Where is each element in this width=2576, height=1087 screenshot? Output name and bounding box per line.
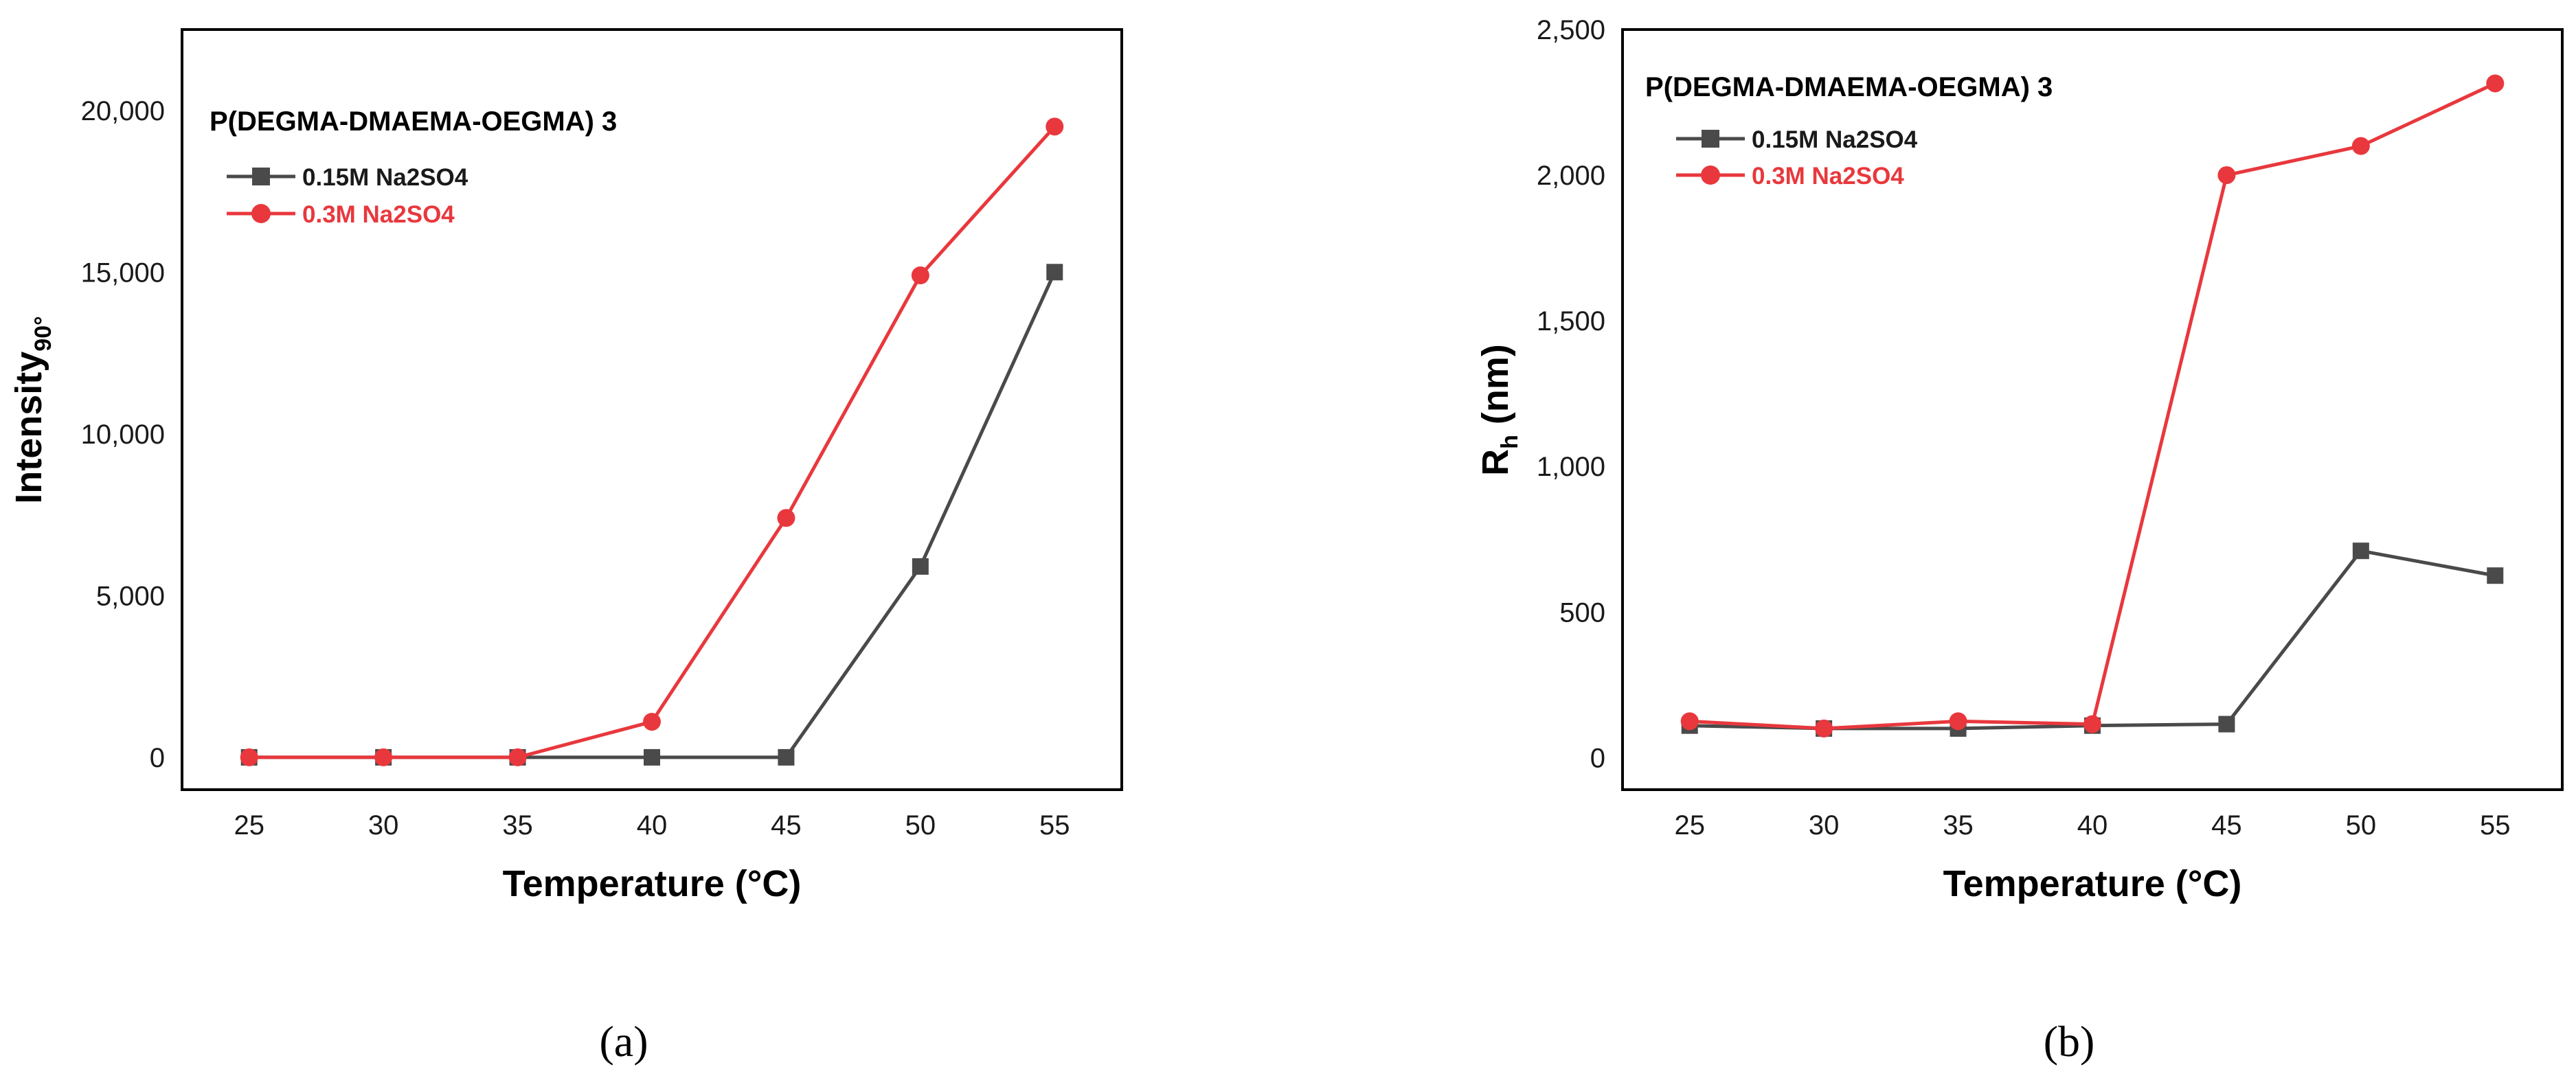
data-point-square (1046, 264, 1063, 281)
y-tick-label: 1,500 (1537, 306, 1605, 336)
panel-b-caption: (b) (2044, 1017, 2095, 1066)
legend-b: 0.15M Na2SO4 0.3M Na2SO4 (1676, 126, 1918, 190)
legend-b-marker-2 (1701, 165, 1720, 185)
legend-b-label-2: 0.3M Na2SO4 (1752, 163, 1904, 190)
y-axis-title-b: Rh (nm) (1475, 344, 1523, 476)
x-tick-label: 55 (1039, 810, 1070, 840)
data-point-circle (1815, 719, 1833, 737)
legend-a-marker-2 (251, 204, 271, 223)
data-point-circle (2351, 137, 2370, 155)
series-group-a (240, 117, 1064, 766)
data-point-square (778, 748, 795, 766)
y-tick-label: 0 (150, 743, 165, 773)
y-axis-ticks-a: 0 5,000 10,000 15,000 20,000 (81, 96, 165, 773)
y-axis-title-a-main: Intensity (8, 352, 49, 504)
y-tick-label: 0 (1590, 743, 1605, 773)
data-point-square (2352, 542, 2369, 560)
x-tick-label: 30 (1809, 810, 1840, 840)
x-tick-label: 35 (502, 810, 533, 840)
x-axis-ticks-a: 25 30 35 40 45 50 55 (234, 810, 1070, 840)
plot-frame-a (181, 28, 1123, 791)
y-axis-title-b-tail: (nm) (1475, 344, 1516, 435)
x-axis-ticks-b: 25 30 35 40 45 50 55 (1674, 810, 2510, 840)
legend-a-label-2: 0.3M Na2SO4 (302, 201, 455, 228)
data-point-circle (1680, 712, 1699, 731)
legend-a-marker-1 (252, 168, 270, 185)
y-axis-ticks-b: 0 500 1,000 1,500 2,000 2,500 (1537, 15, 1605, 773)
legend-a: 0.15M Na2SO4 0.3M Na2SO4 (227, 164, 468, 228)
data-point-square (912, 558, 929, 575)
y-axis-title-a-sub: 90° (30, 316, 56, 351)
x-tick-label: 30 (368, 810, 399, 840)
y-tick-label: 10,000 (81, 420, 165, 450)
data-point-square (644, 748, 660, 766)
data-point-circle (2217, 166, 2236, 185)
legend-b-label-1: 0.15M Na2SO4 (1752, 126, 1918, 153)
data-point-circle (374, 748, 393, 766)
y-tick-label: 5,000 (96, 581, 165, 611)
plot-frame-b (1621, 28, 2564, 791)
y-tick-label: 500 (1559, 597, 1605, 628)
x-tick-label: 45 (2211, 810, 2242, 840)
x-tick-label: 50 (905, 810, 936, 840)
legend-b-marker-1 (1702, 130, 1719, 148)
x-tick-label: 40 (2077, 810, 2108, 840)
y-tick-label: 15,000 (81, 258, 165, 288)
y-tick-label: 1,000 (1537, 452, 1605, 482)
data-point-circle (777, 509, 795, 527)
y-tick-label: 2,500 (1537, 15, 1605, 45)
x-tick-label: 45 (771, 810, 802, 840)
data-point-circle (240, 748, 258, 766)
y-tick-label: 2,000 (1537, 161, 1605, 191)
panel-a-caption: (a) (599, 1017, 648, 1066)
y-tick-label: 20,000 (81, 96, 165, 126)
data-point-circle (643, 713, 661, 731)
data-point-square (2487, 567, 2504, 584)
x-tick-label: 55 (2480, 810, 2511, 840)
series-line-1 (249, 271, 1057, 759)
x-tick-label: 50 (2346, 810, 2377, 840)
panel-a-title: P(DEGMA-DMAEMA-OEGMA) 3 (210, 106, 617, 137)
legend-a-label-1: 0.15M Na2SO4 (302, 164, 468, 191)
y-axis-title-b-main: R (1475, 449, 1516, 476)
data-point-square (2218, 716, 2235, 733)
data-point-circle (2486, 74, 2505, 93)
x-tick-label: 25 (234, 810, 264, 840)
series-line-1 (1689, 549, 2496, 731)
data-point-circle (1046, 117, 1064, 136)
x-axis-title-a: Temperature (°C) (503, 863, 802, 904)
data-point-circle (1949, 712, 1967, 731)
data-point-circle (911, 266, 929, 285)
y-axis-title-b-sub: h (1497, 435, 1523, 449)
data-point-circle (2083, 715, 2101, 733)
x-tick-label: 25 (1674, 810, 1705, 840)
y-axis-title-a: Intensity90° (8, 316, 56, 503)
series-group-b (1680, 74, 2505, 737)
x-tick-label: 40 (637, 810, 668, 840)
panel-b-title: P(DEGMA-DMAEMA-OEGMA) 3 (1645, 72, 2053, 102)
data-point-circle (508, 748, 527, 766)
x-tick-label: 35 (1943, 810, 1974, 840)
x-axis-title-b: Temperature (°C) (1943, 863, 2242, 904)
